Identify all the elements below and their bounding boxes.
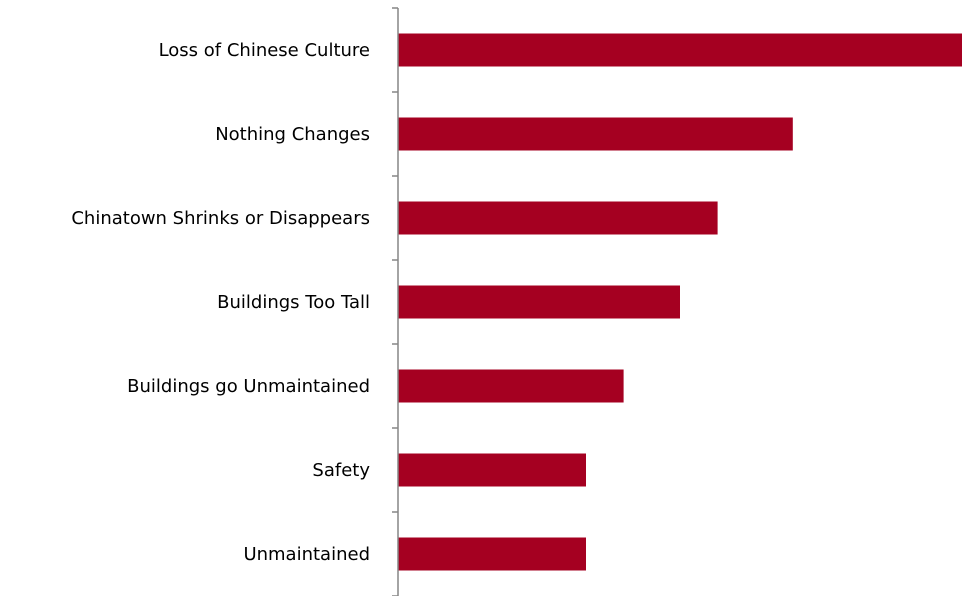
category-label-safety: Safety [312, 460, 370, 481]
bar-buildings-go-unmaintained [398, 369, 624, 403]
bar-safety [398, 453, 586, 487]
bar-nothing-changes [398, 117, 793, 151]
y-axis [392, 7, 399, 596]
category-label-unmaintained: Unmaintained [243, 544, 370, 565]
bar-loss-of-chinese-culture [398, 33, 962, 67]
category-label-buildings-too-tall: Buildings Too Tall [217, 292, 370, 313]
category-label-buildings-go-unmaintained: Buildings go Unmaintained [127, 376, 370, 397]
category-label-loss-of-chinese-culture: Loss of Chinese Culture [159, 40, 370, 61]
bar-buildings-too-tall [398, 285, 680, 319]
bar-chinatown-shrinks-or-disappears [398, 201, 718, 235]
category-labels-group: Loss of Chinese Culture Nothing Changes Ch… [71, 40, 370, 565]
category-label-nothing-changes: Nothing Changes [215, 124, 370, 145]
bars-group [398, 33, 962, 571]
category-label-chinatown-shrinks-or-disappears: Chinatown Shrinks or Disappears [71, 208, 370, 229]
bar-unmaintained [398, 537, 586, 571]
